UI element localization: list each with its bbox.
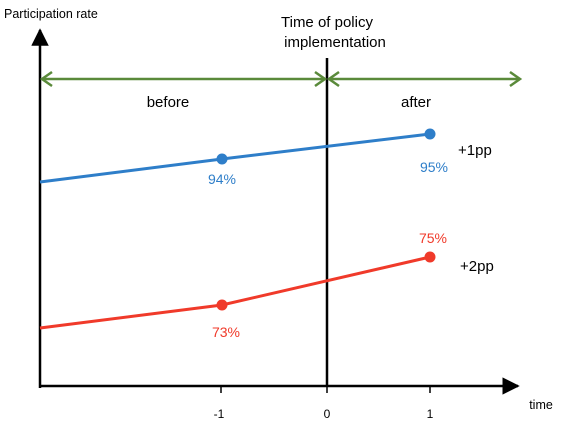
change-label-red: +2pp bbox=[460, 258, 494, 275]
period-label-before: before bbox=[147, 94, 190, 111]
series-red bbox=[39, 251, 436, 330]
series-blue bbox=[39, 128, 436, 184]
period-arrow-after bbox=[326, 70, 523, 88]
x-tick-label-0: 0 bbox=[324, 407, 331, 421]
change-label-blue: +1pp bbox=[458, 142, 492, 159]
data-label-blue-1: 95% bbox=[420, 159, 448, 175]
data-label-red-1: 75% bbox=[419, 230, 447, 246]
x-tick-label-minus1: -1 bbox=[214, 407, 225, 421]
period-arrow-before bbox=[39, 70, 328, 88]
policy-label-line-2: implementation bbox=[284, 34, 386, 51]
x-axis-label: time bbox=[529, 398, 553, 412]
data-label-red-minus1: 73% bbox=[212, 324, 240, 340]
series-point bbox=[424, 251, 436, 263]
x-tick-label-1: 1 bbox=[427, 407, 434, 421]
period-label-after: after bbox=[401, 94, 431, 111]
series-point bbox=[424, 128, 436, 140]
policy-label-line-1: Time of policy bbox=[281, 14, 373, 31]
y-axis-label: Participation rate bbox=[4, 7, 98, 21]
data-label-blue-minus1: 94% bbox=[208, 171, 236, 187]
series-point bbox=[216, 299, 228, 311]
series-line bbox=[39, 255, 431, 330]
series-point bbox=[216, 153, 228, 165]
